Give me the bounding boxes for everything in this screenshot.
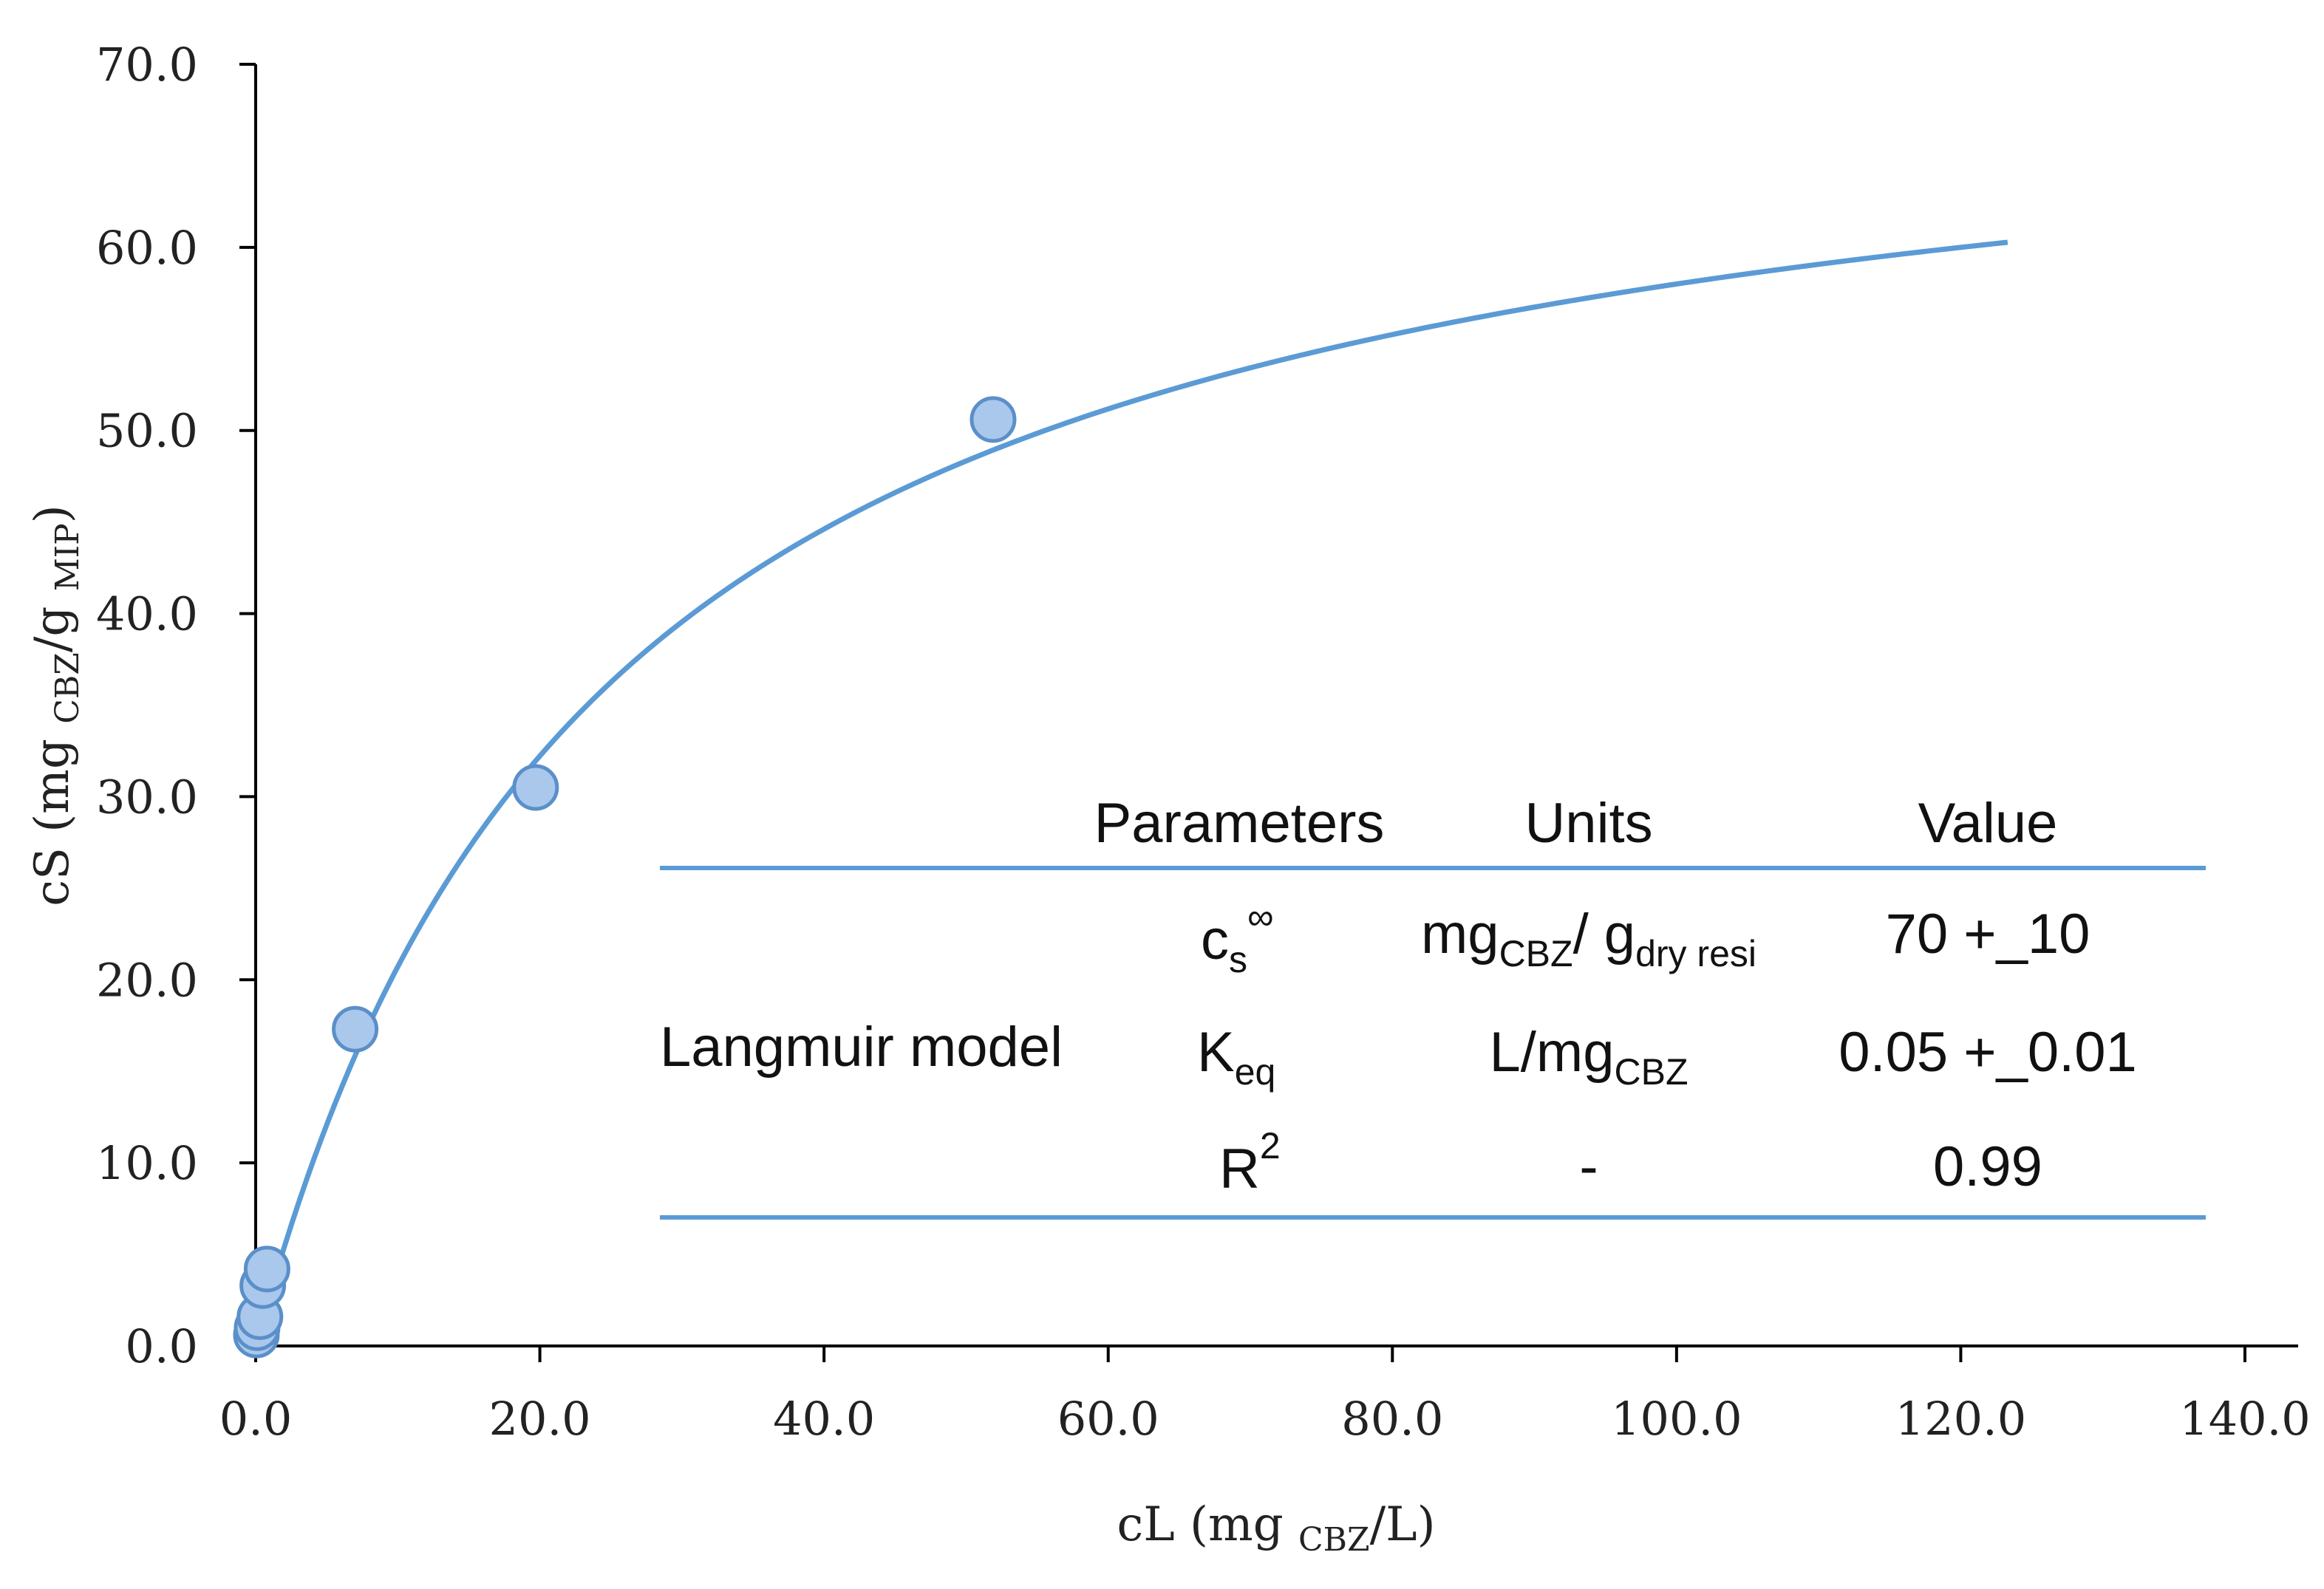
- x-tick-label: 80.0: [1341, 1392, 1443, 1446]
- x-tick-label: 40.0: [773, 1392, 875, 1446]
- y-tick-label: 60.0: [96, 221, 198, 275]
- x-tick-label: 140.0: [2179, 1392, 2311, 1446]
- x-tick-label: 100.0: [1611, 1392, 1742, 1446]
- x-tick-group: 0.0 20.0 40.0 60.0 80.0 100.0 120.0 140.0: [219, 1346, 2311, 1446]
- table-model-label: Langmuir model: [660, 1016, 1063, 1079]
- data-point: [243, 1245, 290, 1293]
- row-cs-unit: mgCBZ/ gdry resi: [1421, 903, 1756, 974]
- x-axis-label: cL (mg CBZ/L): [1117, 1497, 1435, 1559]
- langmuir-fit-curve: [253, 239, 2008, 1347]
- x-tick-label: 60.0: [1057, 1392, 1159, 1446]
- x-axis-label-sub: CBZ: [1298, 1521, 1370, 1559]
- table-header-parameters: Parameters: [1094, 792, 1385, 855]
- row-r2-unit: -: [1579, 1135, 1598, 1198]
- row-keq-value: 0.05 +_0.01: [1839, 1021, 2137, 1084]
- y-tick-label: 40.0: [96, 587, 198, 641]
- row-keq-param: Keq: [1197, 1021, 1275, 1093]
- row-r2-param: R2: [1219, 1125, 1281, 1200]
- x-tick-label: 120.0: [1895, 1392, 2027, 1446]
- y-tick-label: 20.0: [96, 953, 198, 1007]
- parameters-table: Parameters Units Value Langmuir model cs…: [660, 792, 2206, 1220]
- y-tick-label: 10.0: [96, 1136, 198, 1190]
- table-header-units: Units: [1524, 792, 1652, 855]
- row-keq-unit: L/mgCBZ: [1490, 1021, 1689, 1093]
- y-tick-label: 70.0: [96, 38, 198, 92]
- data-point-group: [233, 396, 1017, 1359]
- y-tick-label: 0.0: [125, 1319, 198, 1373]
- data-point: [512, 764, 559, 811]
- data-point: [970, 396, 1017, 443]
- table-header-value: Value: [1918, 792, 2058, 855]
- x-tick-label: 20.0: [489, 1392, 591, 1446]
- row-cs-param: cs∞: [1201, 896, 1274, 980]
- y-tick-group: 0.0 10.0 20.0 30.0 40.0 50.0 60.0 70.0: [96, 38, 256, 1373]
- x-tick-label: 0.0: [219, 1392, 293, 1446]
- data-point: [332, 1005, 379, 1053]
- y-tick-label: 50.0: [96, 404, 198, 458]
- row-cs-value: 70 +_10: [1886, 903, 2090, 966]
- row-r2-value: 0.99: [1933, 1135, 2042, 1198]
- y-axis-label: cS (mg CBZ/g MIP): [25, 505, 86, 906]
- y-tick-label: 30.0: [96, 770, 198, 824]
